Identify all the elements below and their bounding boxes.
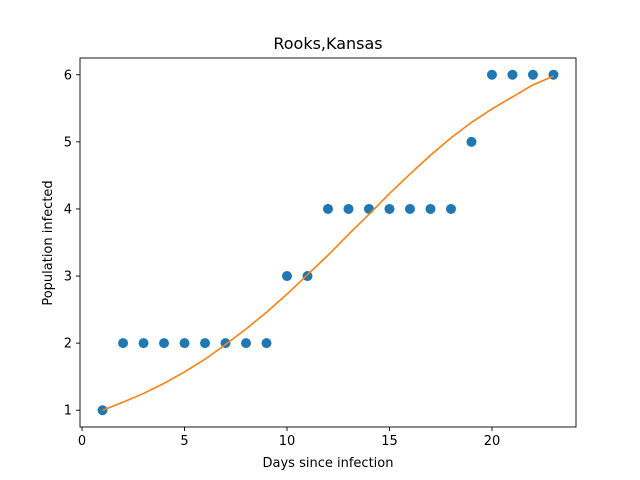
data-point [466, 136, 477, 147]
data-point [159, 338, 170, 349]
data-point [118, 338, 129, 349]
fit-line [102, 75, 554, 411]
data-point [261, 338, 272, 349]
y-tick-label: 4 [64, 202, 72, 217]
data-point [138, 338, 149, 349]
x-tick-label: 10 [279, 434, 296, 449]
y-tick-label: 3 [64, 270, 72, 285]
data-point [241, 338, 252, 349]
data-point [425, 203, 436, 214]
data-point [363, 203, 374, 214]
y-axis-label: Population infected [41, 180, 56, 305]
x-tick-label: 0 [78, 434, 86, 449]
data-point [302, 271, 313, 282]
x-tick-label: 20 [484, 434, 501, 449]
data-point [445, 203, 456, 214]
data-point [507, 69, 518, 80]
plot-frame [79, 57, 577, 428]
x-axis-label: Days since infection [263, 456, 394, 471]
y-tick-label: 5 [64, 135, 72, 150]
plot-area [97, 69, 559, 416]
data-point [384, 203, 395, 214]
y-tick-label: 6 [64, 68, 72, 83]
y-tick-label: 1 [64, 404, 72, 419]
data-point [527, 69, 538, 80]
x-tick-label: 5 [180, 434, 188, 449]
chart-title: Rooks,Kansas [273, 34, 382, 53]
data-point [97, 405, 108, 416]
data-point [200, 338, 211, 349]
axes: 0 5 10 15 20 1 2 3 4 5 6 [64, 57, 577, 449]
data-point [343, 203, 354, 214]
x-tick-label: 15 [381, 434, 398, 449]
data-point [323, 203, 333, 214]
y-tick-label: 2 [64, 337, 72, 352]
data-point [282, 271, 293, 282]
data-point [486, 69, 497, 80]
data-point [179, 338, 190, 349]
data-point [404, 203, 415, 214]
